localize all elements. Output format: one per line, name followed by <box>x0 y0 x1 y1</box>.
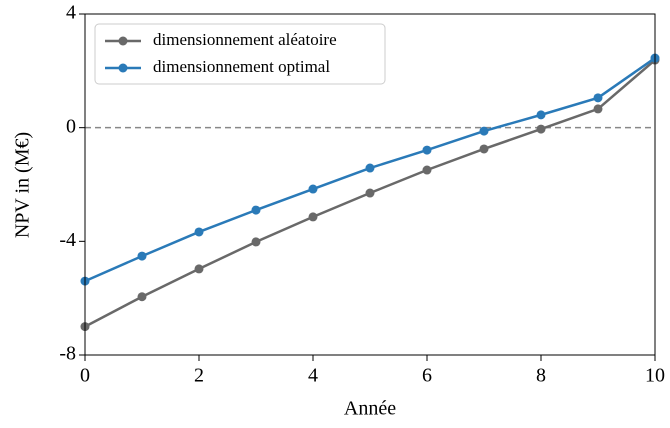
x-tick-label: 8 <box>536 365 546 387</box>
series-marker <box>422 145 432 155</box>
x-tick-label: 0 <box>80 365 90 387</box>
series-marker <box>593 93 603 103</box>
series-marker <box>194 264 204 274</box>
x-axis-label: Année <box>344 398 396 420</box>
series-marker <box>308 212 318 222</box>
series-marker <box>251 237 261 247</box>
series-marker <box>194 227 204 237</box>
series-marker <box>479 126 489 136</box>
legend-box <box>94 23 386 85</box>
legend-marker <box>118 36 128 46</box>
x-tick-label: 10 <box>645 365 665 387</box>
series-marker <box>308 184 318 194</box>
legend-label: dimensionnement aléatoire <box>153 30 337 49</box>
series-marker <box>536 110 546 120</box>
y-axis-label: NPV in (M€) <box>12 132 34 238</box>
plot-frame <box>84 13 656 356</box>
legend-marker <box>118 63 128 73</box>
series-marker <box>479 144 489 154</box>
y-tick-label: -8 <box>59 343 76 365</box>
series-marker <box>365 188 375 198</box>
series-marker <box>593 104 603 114</box>
x-tick-label: 4 <box>308 365 318 387</box>
series-marker <box>365 163 375 173</box>
y-tick-label: 0 <box>66 115 76 137</box>
series-marker <box>251 205 261 215</box>
series-marker <box>422 165 432 175</box>
series-marker <box>536 124 546 134</box>
y-tick-label: 4 <box>66 2 76 24</box>
y-tick-label: -4 <box>59 229 76 251</box>
legend-label: dimensionnement optimal <box>153 57 330 76</box>
series-marker <box>137 251 147 261</box>
x-tick-label: 6 <box>422 365 432 387</box>
series-marker <box>137 292 147 302</box>
x-tick-label: 2 <box>194 365 204 387</box>
